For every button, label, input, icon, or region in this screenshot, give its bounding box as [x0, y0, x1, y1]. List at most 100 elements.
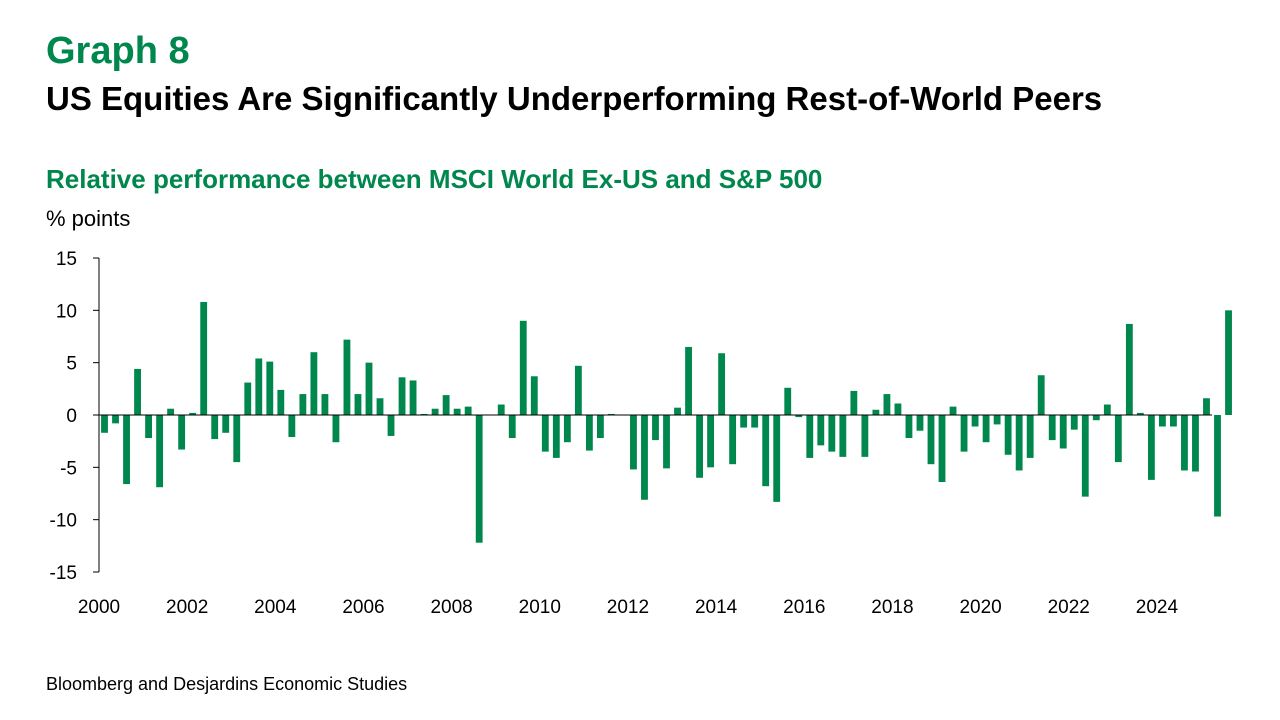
bar	[409, 380, 417, 415]
bar	[233, 415, 241, 463]
bar	[641, 415, 648, 500]
bar	[277, 389, 285, 415]
bar	[784, 387, 792, 415]
x-tick-labels: 2000 2002 2004 2006 2008 2010 2012 2014 2016 2018…	[78, 597, 1179, 618]
bar	[949, 406, 957, 415]
bar	[982, 415, 990, 443]
bar	[1170, 415, 1177, 427]
bar	[1214, 415, 1221, 517]
bar	[1114, 415, 1122, 463]
bar	[1225, 310, 1232, 415]
x-tick-label: 2016	[783, 597, 825, 618]
bar	[828, 415, 836, 452]
bar	[850, 390, 858, 415]
bar	[1081, 415, 1089, 497]
bar	[1203, 398, 1210, 415]
x-tick-label: 2000	[78, 597, 120, 618]
bar	[938, 415, 946, 482]
bar	[1059, 415, 1067, 449]
bar	[497, 404, 505, 415]
bar	[740, 415, 748, 428]
bar	[398, 377, 406, 415]
y-tick-label: 0	[66, 406, 77, 427]
y-tick-labels: 15 10 5 0 -5 -10 -15	[50, 249, 77, 584]
bar	[1026, 415, 1034, 458]
bar	[608, 413, 615, 415]
bar	[729, 415, 737, 465]
bar	[839, 415, 847, 457]
y-tick-label: -10	[50, 511, 77, 532]
bar	[189, 412, 197, 415]
bar	[762, 415, 770, 487]
y-tick-label: -15	[50, 563, 77, 584]
bar	[200, 301, 208, 415]
bar	[563, 415, 571, 443]
bar	[817, 415, 825, 446]
x-tick-label: 2018	[871, 597, 913, 618]
bar	[552, 415, 560, 458]
x-tick-label: 2008	[430, 597, 472, 618]
bars-group	[101, 301, 1232, 543]
bar	[431, 408, 439, 415]
bar	[1136, 412, 1144, 415]
graph-number: Graph 8	[46, 30, 190, 72]
bar	[299, 394, 307, 415]
x-tick-label: 2014	[695, 597, 738, 618]
bar	[971, 415, 979, 427]
bar	[1070, 415, 1078, 430]
bar	[321, 394, 329, 415]
bar	[795, 415, 803, 418]
bar	[354, 394, 362, 415]
bar	[806, 415, 814, 458]
bar	[574, 365, 582, 415]
bar	[861, 415, 869, 457]
bar	[927, 415, 935, 465]
bar	[916, 415, 924, 431]
x-tick-label: 2024	[1136, 597, 1179, 618]
bar	[332, 415, 340, 443]
x-tick-label: 2006	[342, 597, 384, 618]
bar	[993, 415, 1001, 425]
bar	[663, 415, 670, 469]
bar	[652, 415, 659, 441]
x-tick-label: 2002	[166, 597, 208, 618]
bar	[696, 415, 703, 478]
bar	[1103, 404, 1111, 415]
bar	[266, 361, 274, 415]
x-tick-label: 2020	[959, 597, 1001, 618]
bar	[310, 352, 318, 415]
bar	[1015, 415, 1023, 471]
bar	[464, 406, 472, 415]
bar	[674, 407, 681, 415]
bar	[905, 415, 913, 439]
bar	[134, 368, 141, 415]
bar	[112, 415, 119, 424]
bar	[960, 415, 968, 452]
bar	[211, 415, 219, 440]
bar	[1181, 415, 1188, 471]
x-tick-label: 2012	[607, 597, 649, 618]
bar	[442, 395, 450, 415]
y-tick-label: 5	[66, 354, 77, 375]
bar	[519, 320, 527, 415]
bar	[222, 415, 230, 433]
source-note: Bloomberg and Desjardins Economic Studie…	[46, 674, 408, 694]
bar	[178, 415, 186, 450]
bar	[1158, 415, 1166, 427]
x-tick-label: 2004	[254, 597, 297, 618]
page-title: US Equities Are Significantly Underperfo…	[46, 80, 1103, 117]
bar	[596, 415, 604, 439]
bar	[1147, 415, 1155, 480]
bar	[1004, 415, 1012, 455]
bar	[883, 394, 891, 415]
bar	[1125, 323, 1133, 415]
x-tick-label: 2022	[1048, 597, 1090, 618]
bar	[156, 415, 164, 488]
bar	[244, 382, 252, 415]
x-tick-label: 2010	[519, 597, 561, 618]
bar	[1037, 375, 1045, 415]
bar	[541, 415, 549, 452]
bar	[894, 403, 902, 415]
y-tick-label: 10	[56, 301, 77, 322]
bar	[1192, 415, 1199, 472]
